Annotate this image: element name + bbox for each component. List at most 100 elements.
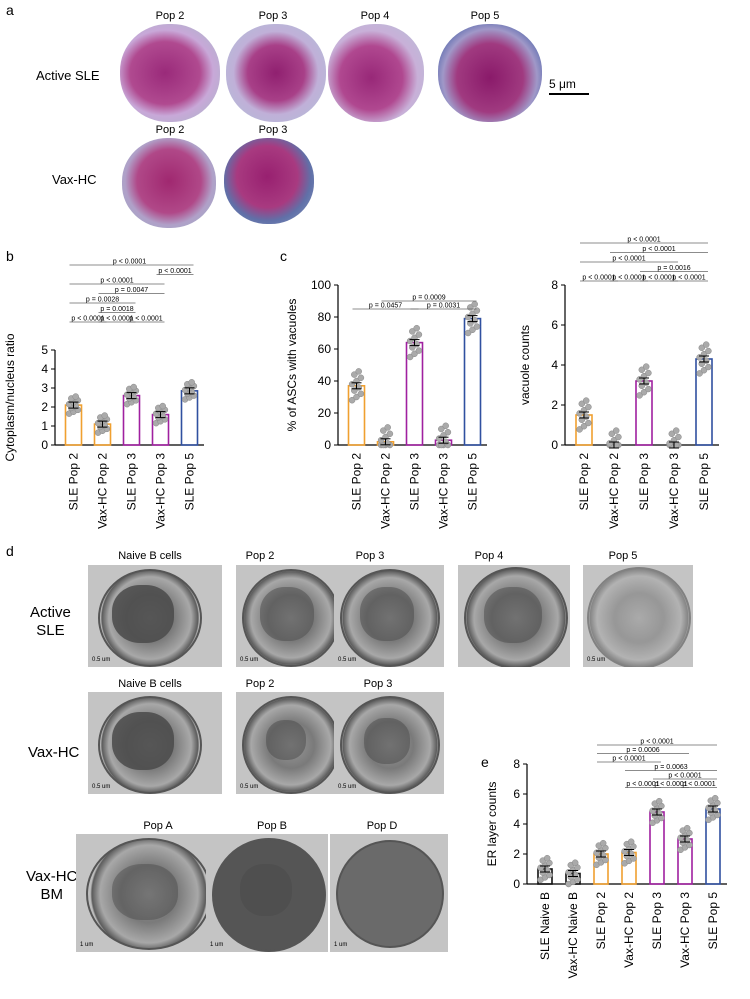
em-title: Pop 4 [474, 550, 504, 562]
p-value-label: p = 0.0457 [369, 303, 402, 310]
data-point [638, 366, 646, 374]
data-point [645, 385, 652, 393]
category-label: SLE Pop 5 [697, 453, 711, 511]
data-point [578, 400, 586, 408]
p-value-label: p < 0.0001 [642, 246, 675, 253]
data-point [576, 426, 583, 433]
data-point [357, 390, 365, 398]
p-value-label: p < 0.0001 [71, 316, 104, 323]
panel-letter-b: b [6, 248, 14, 264]
em-title: Pop B [257, 820, 287, 832]
em-image: 1 um [330, 834, 448, 952]
data-point [415, 347, 423, 354]
p-value-label: p < 0.0001 [672, 275, 705, 282]
p-value-label: p < 0.0001 [642, 275, 675, 282]
data-point [384, 424, 391, 431]
p-value-label: p < 0.0001 [654, 781, 687, 788]
data-point [409, 328, 416, 335]
p-value-label: p < 0.0001 [682, 781, 715, 788]
category-label: Vax-HC Pop 2 [622, 892, 636, 968]
em-image: 0.5 um [334, 565, 444, 667]
p-value-label: p = 0.0018 [100, 306, 133, 313]
em-title: Naive B cells [118, 550, 182, 562]
category-label: SLE Pop 3 [125, 453, 139, 511]
p-value-label: p < 0.0001 [612, 756, 645, 763]
category-label: SLE Pop 3 [637, 453, 651, 511]
data-point [348, 396, 356, 404]
data-point [702, 341, 710, 348]
p-value-label: p = 0.0063 [654, 764, 687, 771]
chart-c2: 0 2 4 6 8 vacuole counts SLE Pop 2 Vax-HC Pop 2… [518, 237, 719, 529]
cell-image [122, 138, 216, 228]
data-point [469, 326, 476, 334]
y-tick-label: 60 [318, 342, 332, 356]
category-label: Vax-HC Pop 3 [678, 892, 692, 968]
em-title: Pop D [366, 820, 398, 832]
row-label-vax-hc: Vax-HC [28, 744, 80, 761]
data-point [599, 839, 607, 847]
y-tick-label: 4 [551, 358, 558, 372]
p-value-label: p = 0.0009 [412, 295, 445, 302]
data-point [683, 824, 691, 832]
y-tick-label: 8 [551, 278, 558, 292]
data-point [72, 393, 79, 400]
p-value-label: p < 0.0001 [668, 773, 701, 780]
data-point [413, 324, 420, 332]
category-label: SLE Pop 5 [466, 453, 480, 511]
data-point [700, 366, 708, 374]
pop-label: Pop 5 [470, 10, 500, 22]
y-tick-label: 40 [318, 374, 332, 388]
data-point [640, 388, 648, 396]
pop-label: Pop 3 [258, 124, 288, 136]
em-image [458, 565, 570, 667]
data-point [159, 402, 166, 410]
category-label: SLE Pop 2 [350, 453, 364, 511]
em-image: 0.5 um [88, 565, 222, 667]
p-value-label: p < 0.0001 [158, 268, 191, 275]
p-value-label: p = 0.0031 [427, 303, 460, 310]
y-tick-label: 4 [513, 817, 520, 831]
data-point [355, 368, 362, 375]
data-point [380, 427, 387, 434]
y-tick-label: 0 [513, 877, 520, 891]
category-label: SLE Pop 5 [706, 892, 720, 950]
pop-label: Pop 3 [258, 10, 288, 22]
data-point [386, 430, 394, 438]
cell-image [328, 24, 424, 122]
data-point [612, 427, 620, 434]
category-label: Vax-HC Pop 2 [607, 453, 621, 529]
category-label: SLE Pop 2 [67, 453, 81, 511]
p-value-label: p < 0.0001 [626, 781, 659, 788]
bar [463, 317, 482, 446]
data-point [585, 403, 592, 411]
chart-c1: 0 20 40 60 80 100 % of ASCs with vacuoles SLE P… [285, 278, 487, 529]
y-tick-label: 5 [41, 343, 48, 357]
p-value-label: p < 0.0001 [582, 275, 615, 282]
y-axis-label: ER layer counts [485, 782, 499, 867]
cell-image [224, 138, 314, 224]
row-label-active-sle: Active SLE [30, 604, 71, 639]
p-value-label: p < 0.0001 [627, 237, 660, 244]
category-label: SLE Naive B [538, 892, 552, 960]
category-label: Vax-HC Pop 3 [437, 453, 451, 529]
data-point [672, 427, 680, 434]
y-tick-label: 1 [41, 419, 48, 433]
em-image: 1 um [206, 834, 328, 952]
p-value-label: p < 0.0001 [612, 256, 645, 263]
em-image: 1 um [76, 834, 224, 952]
data-point [411, 350, 418, 358]
data-point [351, 371, 358, 378]
cell-image [438, 24, 542, 122]
p-value-label: p < 0.0001 [100, 316, 133, 323]
y-axis-label: Cytoplasm/nucleus ratio [3, 333, 17, 461]
em-title: Pop 2 [245, 678, 275, 690]
y-tick-label: 2 [513, 847, 520, 861]
em-title: Pop 5 [608, 550, 638, 562]
p-value-label: p = 0.0047 [115, 287, 148, 294]
y-tick-label: 2 [41, 400, 48, 414]
y-tick-label: 8 [513, 757, 520, 771]
data-point [698, 344, 706, 352]
p-value-label: p < 0.0001 [612, 275, 645, 282]
data-point [438, 425, 445, 433]
panel-letter-a: a [6, 2, 14, 18]
